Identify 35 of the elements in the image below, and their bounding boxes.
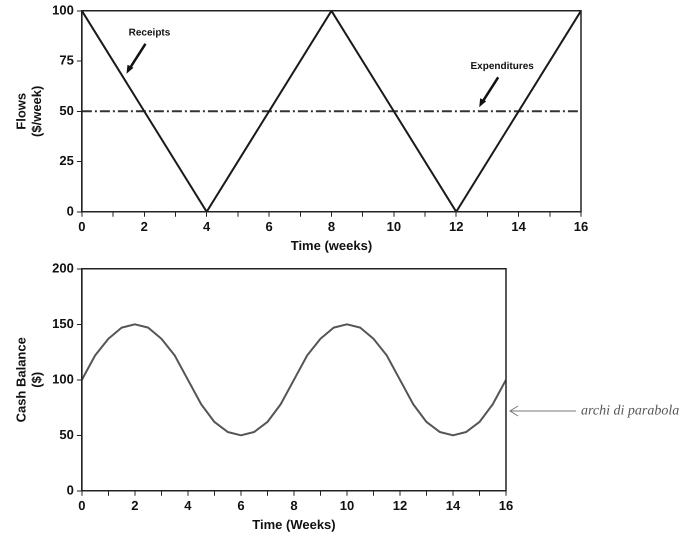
x-tick-label: 14 bbox=[511, 219, 527, 234]
x-tick-label: 4 bbox=[203, 219, 212, 234]
x-axis-title: Time (Weeks) bbox=[252, 516, 336, 532]
x-tick-label: 0 bbox=[78, 219, 86, 234]
y-axis-title: Cash Balance ($) bbox=[13, 337, 44, 422]
y-tick-label: 200 bbox=[52, 260, 74, 276]
y-tick-label: 100 bbox=[52, 2, 74, 18]
x-tick-label: 2 bbox=[140, 219, 148, 234]
x-tick-label: 14 bbox=[446, 498, 461, 514]
y-tick-label: 75 bbox=[59, 52, 74, 68]
x-tick-label: 2 bbox=[131, 498, 139, 514]
y-tick-label: 150 bbox=[52, 316, 74, 331]
text: Receipts bbox=[128, 28, 171, 39]
y-tick-label: 50 bbox=[59, 102, 74, 118]
x-tick-label: 10 bbox=[340, 498, 354, 514]
x-tick-label: 12 bbox=[448, 219, 464, 234]
y-tick-label: 50 bbox=[59, 426, 74, 442]
y-tick-label: 25 bbox=[59, 153, 74, 168]
x-tick-label: 8 bbox=[328, 219, 336, 234]
x-tick-label: 6 bbox=[265, 219, 273, 234]
x-tick-label: 0 bbox=[78, 498, 86, 514]
x-tick-label: 16 bbox=[574, 219, 588, 234]
y-tick-label: 0 bbox=[66, 203, 74, 218]
x-tick-label: 4 bbox=[184, 498, 192, 514]
y-tick-label: 0 bbox=[66, 482, 74, 498]
x-tick-label: 8 bbox=[290, 498, 298, 514]
x-axis-title: Time (weeks) bbox=[290, 238, 372, 253]
x-tick-label: 6 bbox=[237, 498, 245, 514]
text: Expenditures bbox=[470, 61, 534, 72]
x-tick-label: 12 bbox=[392, 498, 408, 514]
y-axis-title: Flows ($/week) bbox=[13, 86, 44, 137]
y-tick-label: 100 bbox=[52, 371, 74, 386]
x-tick-label: 16 bbox=[498, 498, 514, 514]
x-tick-label: 10 bbox=[386, 219, 402, 234]
text: archi di parabola bbox=[581, 404, 680, 419]
